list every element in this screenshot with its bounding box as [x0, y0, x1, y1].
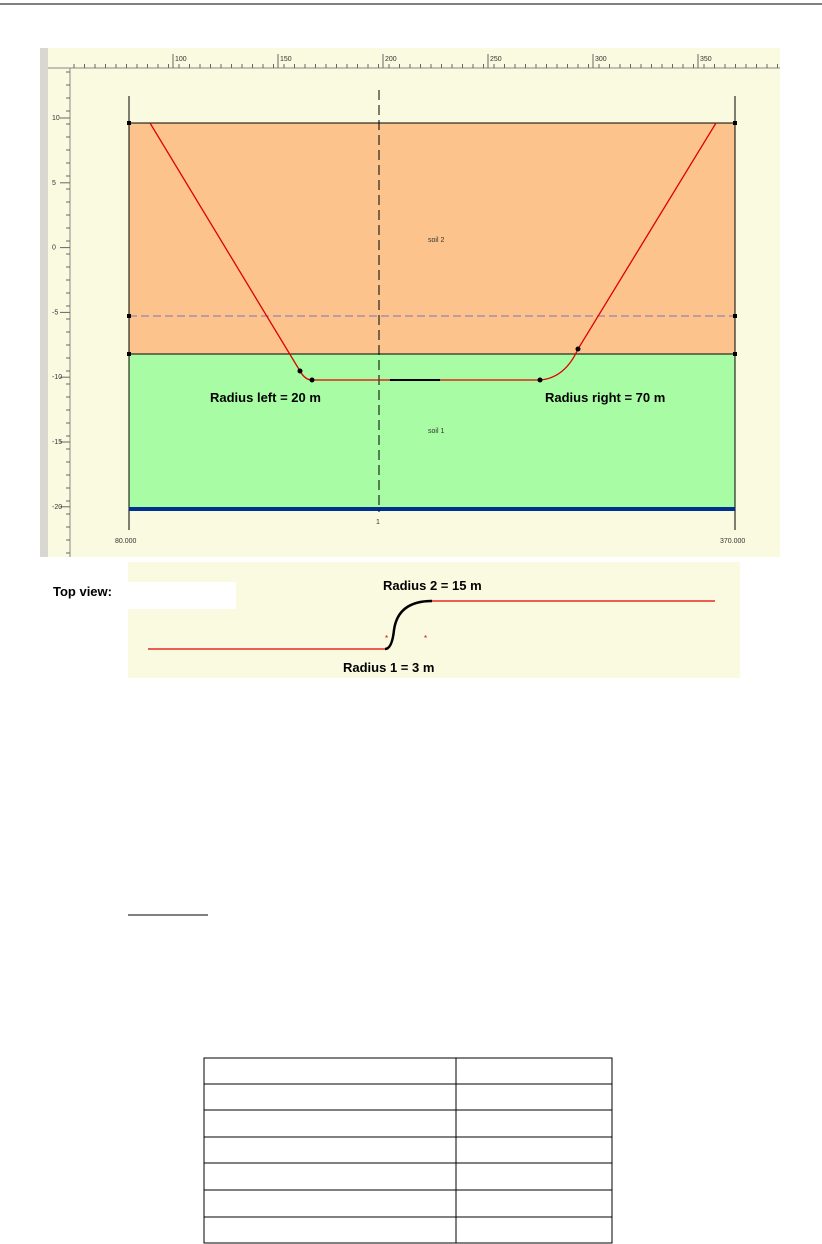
alignment-curve: [384, 599, 433, 651]
ruler-ticks: 100 150 200 250 300 350 10 5 0 -5 -10 -15 -20: [52, 54, 778, 554]
top-view-label: Top view:: [53, 584, 112, 599]
top-view-panel: [128, 562, 740, 678]
left-edge: [40, 48, 48, 557]
ruler-label: 350: [700, 56, 712, 63]
ruler-label: 300: [595, 56, 607, 63]
ruler-label: 250: [490, 56, 502, 63]
ruler-label: 10: [52, 115, 60, 122]
center-mark: *: [385, 634, 388, 643]
x-label: 80.000: [115, 538, 137, 545]
ruler-label: -15: [52, 439, 62, 446]
annotation: Radius left = 20 m: [210, 390, 321, 405]
ruler-label: -20: [52, 504, 62, 511]
annotation: Radius 1 = 3 m: [343, 660, 434, 675]
table: [203, 1057, 613, 1244]
blank-box: [128, 582, 236, 609]
center-mark: *: [424, 634, 427, 643]
ruler-label: 5: [52, 180, 56, 187]
x-label: 370.000: [720, 538, 745, 545]
annotation: Radius 2 = 15 m: [383, 578, 482, 593]
ruler-label: -10: [52, 374, 62, 381]
layer-label: soil 1: [428, 428, 444, 435]
axis-marker: 1: [376, 519, 380, 526]
ruler-label: 150: [280, 56, 292, 63]
annotation: Radius right = 70 m: [545, 390, 665, 405]
ruler-label: -5: [52, 309, 58, 316]
points: [127, 121, 737, 383]
layer-label: soil 2: [428, 237, 444, 244]
ruler-label: 200: [385, 56, 397, 63]
ruler-label: 0: [52, 245, 56, 252]
alignment: [148, 600, 715, 650]
ruler-label: 100: [175, 56, 187, 63]
